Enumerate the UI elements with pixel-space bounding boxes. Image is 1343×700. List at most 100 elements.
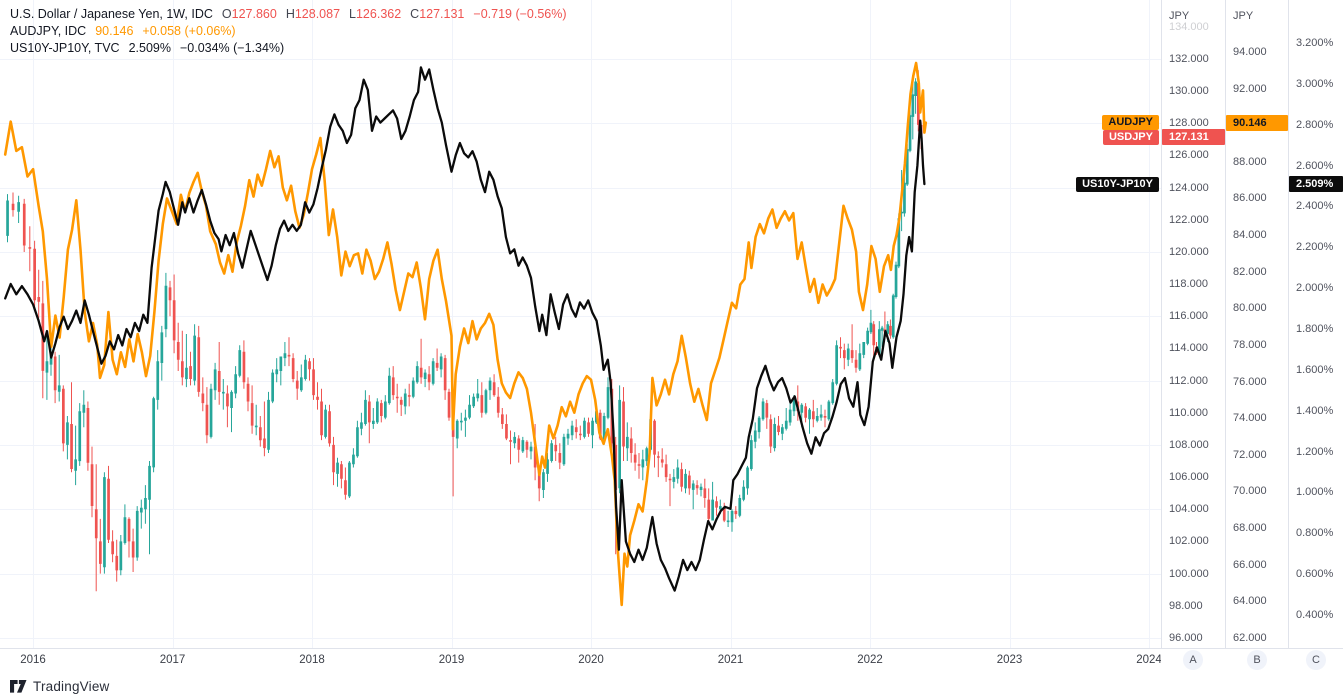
price-tick-label: 120.000	[1169, 245, 1209, 258]
price-tick-label: 92.000	[1233, 82, 1267, 95]
legend-symbol-spread: US10Y-JP10Y, TVC	[10, 40, 120, 55]
series-tag-audjpy[interactable]: AUDJPY	[1102, 115, 1159, 131]
price-tick-label: 1.800%	[1296, 323, 1334, 335]
price-tick-label: 0.600%	[1296, 568, 1334, 581]
scale-b-button[interactable]: B	[1247, 650, 1267, 670]
scale-divider-2	[1225, 0, 1226, 670]
price-tick-label: 0.800%	[1296, 527, 1334, 540]
time-axis-labels: 2016 2017 2018 2019 2020 2021 2022 2023 2024	[0, 649, 1161, 673]
series-tag-usdjpy[interactable]: USDJPY	[1102, 129, 1159, 145]
price-tick-label: 62.000	[1233, 631, 1267, 644]
scale-divider-3	[1288, 0, 1289, 670]
legend-high: H128.087	[285, 6, 341, 21]
price-tick-label: 112.000	[1169, 374, 1208, 387]
series-tag-spread[interactable]: US10Y-JP10Y	[1076, 176, 1159, 192]
price-tick-label: 126.000	[1169, 149, 1209, 162]
legend-value-spread: 2.509%	[128, 40, 171, 55]
legend-row-spread[interactable]: US10Y-JP10Y, TVC 2.509% −0.034% (−1.34%)	[10, 39, 567, 56]
legend-close: C127.131	[410, 6, 465, 21]
price-scale-unit-a: JPY	[1169, 10, 1190, 22]
price-tick-label: 2.800%	[1296, 118, 1334, 131]
time-tick-label: 2024	[1136, 654, 1161, 666]
price-tick-label: 114.000	[1169, 342, 1208, 355]
price-tick-label: 2.000%	[1296, 282, 1334, 295]
price-tick-label: 96.000	[1169, 631, 1203, 644]
price-tick-label: 106.000	[1169, 471, 1209, 484]
scale-c-button[interactable]: C	[1306, 650, 1326, 670]
price-tag-usdjpy: 127.131	[1162, 129, 1225, 146]
legend-row-usdjpy[interactable]: U.S. Dollar / Japanese Yen, 1W, IDC O127…	[10, 5, 567, 22]
price-tick-label: 76.000	[1233, 375, 1267, 388]
footer-brand[interactable]: TradingView	[10, 679, 110, 694]
price-tick-label: 104.000	[1169, 503, 1209, 516]
price-tick-label: 3.000%	[1296, 77, 1334, 90]
price-tick-label: 2.200%	[1296, 241, 1334, 254]
price-tick-label: 100.000	[1169, 567, 1209, 580]
price-tick-label: 110.000	[1169, 406, 1208, 419]
legend-change-audjpy: +0.058 (+0.06%)	[142, 23, 236, 38]
legend-low: L126.362	[349, 6, 402, 21]
time-tick-label: 2017	[159, 654, 186, 666]
time-tick-label: 2018	[299, 654, 325, 666]
price-scale-unit-b: JPY	[1233, 10, 1254, 22]
price-tick-label: 130.000	[1169, 85, 1209, 98]
price-tick-label: 74.000	[1233, 412, 1267, 425]
legend-change-usdjpy: −0.719 (−0.56%)	[473, 6, 567, 21]
scale-divider-1	[1161, 0, 1162, 670]
price-tick-label: 68.000	[1233, 522, 1267, 535]
price-tick-label: 2.600%	[1296, 159, 1334, 172]
price-tag-spread: 2.509%	[1289, 176, 1343, 193]
price-tick-label: 82.000	[1233, 265, 1267, 278]
tradingview-logo-icon	[10, 679, 27, 694]
price-scale-audjpy[interactable]: JPY 62.000 64.000 66.000 68.000 70.000 72.000…	[1226, 0, 1288, 648]
legend-symbol-usdjpy: U.S. Dollar / Japanese Yen, 1W, IDC	[10, 6, 213, 21]
price-tick-label: 78.000	[1233, 338, 1267, 351]
legend-row-audjpy[interactable]: AUDJPY, IDC 90.146 +0.058 (+0.06%)	[10, 22, 567, 39]
price-tick-label: 3.200%	[1296, 36, 1334, 49]
time-tick-label: 2023	[996, 654, 1023, 666]
price-tick-label: 88.000	[1233, 155, 1267, 168]
price-tick-label: 1.400%	[1296, 404, 1334, 417]
price-tick-label: 116.000	[1169, 310, 1208, 323]
price-tick-label: 86.000	[1233, 192, 1267, 205]
price-tick-label: 108.000	[1169, 438, 1209, 451]
scale-a-button[interactable]: A	[1183, 650, 1203, 670]
price-tick-label: 0.400%	[1296, 609, 1334, 622]
price-tick-label: 72.000	[1233, 448, 1267, 461]
price-tick-label: 2.400%	[1296, 200, 1334, 213]
price-tick-label: 70.000	[1233, 485, 1267, 498]
line-series-audjpy	[3, 61, 928, 607]
price-tick-label: 132.000	[1169, 53, 1209, 65]
price-tick-label: 84.000	[1233, 229, 1267, 242]
price-scale-usdjpy[interactable]: JPY 134.000 96.000 98.000 100.000 102.000 10…	[1162, 0, 1225, 648]
price-tag-audjpy: 90.146	[1226, 114, 1288, 131]
price-scale-spread[interactable]: 0.400% 0.600% 0.800% 1.000% 1.200% 1.400% 1.60…	[1289, 0, 1343, 648]
price-tick-label: 1.000%	[1296, 486, 1334, 499]
time-axis[interactable]: 2016 2017 2018 2019 2020 2021 2022 2023 2024	[0, 648, 1343, 673]
price-tick-label: 122.000	[1169, 213, 1209, 226]
price-tick-label: 124.000	[1169, 181, 1209, 194]
time-tick-label: 2019	[438, 654, 465, 666]
price-tick-label: 66.000	[1233, 558, 1267, 571]
line-series-spread	[4, 66, 926, 592]
legend-symbol-audjpy: AUDJPY, IDC	[10, 23, 87, 38]
price-tick-label: 64.000	[1233, 595, 1267, 608]
price-tick-label: 1.600%	[1296, 363, 1334, 376]
time-tick-label: 2016	[20, 654, 46, 666]
grid	[0, 0, 1161, 648]
time-tick-label: 2021	[717, 654, 744, 666]
legend-value-audjpy: 90.146	[95, 23, 134, 38]
time-tick-label: 2020	[578, 654, 604, 666]
chart-plot-area[interactable]	[0, 0, 1161, 648]
price-scale-ghost-label: 134.000	[1169, 21, 1209, 33]
price-tick-label: 102.000	[1169, 535, 1209, 548]
price-tick-label: 80.000	[1233, 302, 1267, 315]
price-tick-label: 94.000	[1233, 45, 1267, 58]
brand-text: TradingView	[33, 679, 110, 694]
legend-open: O127.860	[221, 6, 277, 21]
price-tick-label: 118.000	[1169, 278, 1208, 291]
price-tick-label: 1.200%	[1296, 445, 1334, 458]
chart-canvas[interactable]	[0, 0, 1161, 648]
legend-change-spread: −0.034% (−1.34%)	[179, 40, 285, 55]
